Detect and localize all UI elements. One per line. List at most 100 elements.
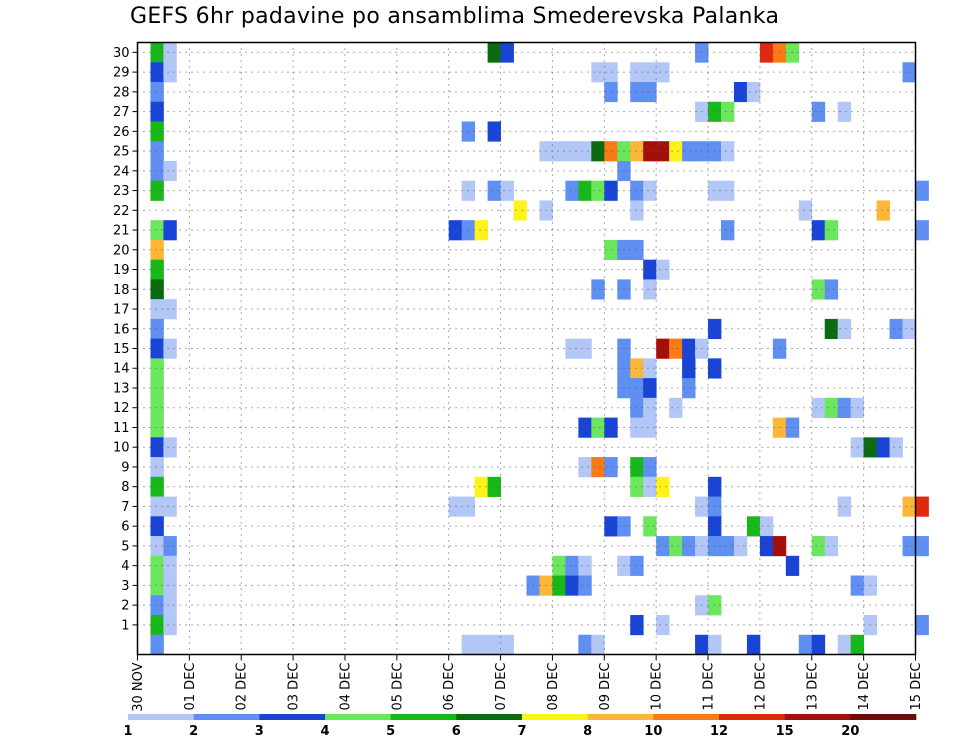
- heatmap-cell: [656, 476, 670, 497]
- colorbar-label: 2: [189, 724, 198, 739]
- heatmap-cell: [798, 200, 813, 221]
- heatmap-cell: [604, 62, 618, 83]
- heatmap-cell: [824, 536, 839, 557]
- y-tick-label: 18: [113, 283, 130, 298]
- heatmap-cell: [785, 42, 800, 63]
- heatmap-cell: [163, 575, 177, 596]
- x-tick-label: 03 DEC: [287, 663, 302, 711]
- y-tick-label: 23: [113, 184, 130, 199]
- x-tick-label: 15 DEC: [909, 663, 924, 711]
- heatmap-cell: [163, 220, 177, 241]
- heatmap-cell: [824, 397, 839, 418]
- colorbar-label: 4: [320, 724, 329, 739]
- colorbar-segment: [259, 714, 326, 720]
- heatmap-cell: [876, 437, 890, 458]
- heatmap-cell: [163, 615, 177, 636]
- x-tick-label: 12 DEC: [753, 663, 768, 711]
- heatmap-cell: [150, 42, 164, 63]
- heatmap-cell: [656, 338, 670, 359]
- heatmap-cell: [150, 160, 164, 182]
- heatmap-cell: [163, 299, 177, 320]
- x-tick-label: 04 DEC: [338, 663, 353, 711]
- heatmap-cell: [643, 81, 657, 103]
- heatmap-cell: [837, 496, 852, 517]
- heatmap-cell: [708, 101, 722, 122]
- heatmap-cell: [837, 101, 852, 122]
- heatmap-cell: [850, 634, 865, 655]
- heatmap-cell: [591, 62, 605, 83]
- heatmap-cell: [150, 81, 164, 103]
- heatmap-cell: [163, 536, 177, 557]
- y-tick-label: 22: [113, 204, 130, 219]
- heatmap-cell: [708, 634, 722, 655]
- heatmap-cell: [811, 634, 826, 655]
- heatmap-cell: [150, 378, 164, 399]
- heatmap-cell: [474, 220, 488, 241]
- heatmap-cell: [150, 121, 164, 142]
- colorbar-label: 10: [644, 724, 662, 739]
- heatmap-cell: [837, 397, 852, 418]
- heatmap-cell: [150, 259, 164, 280]
- y-tick-label: 30: [113, 46, 130, 61]
- heatmap-cell: [150, 555, 164, 576]
- heatmap-cell: [565, 338, 579, 359]
- heatmap-cell: [630, 358, 644, 379]
- heatmap-cell: [150, 575, 164, 596]
- colorbar-segment: [784, 714, 851, 720]
- heatmap-cell: [656, 536, 670, 557]
- heatmap-cell: [682, 141, 696, 162]
- heatmap-cell: [150, 338, 164, 359]
- heatmap-cell: [163, 338, 177, 359]
- heatmap-cell: [150, 358, 164, 379]
- grid-layer: [137, 42, 916, 655]
- heatmap-cell: [487, 476, 501, 497]
- heatmap-cell: [578, 555, 592, 576]
- heatmap-cell: [850, 575, 865, 596]
- y-tick-label: 10: [113, 441, 130, 456]
- y-tick-label: 12: [113, 401, 130, 416]
- heatmap-cell: [591, 457, 605, 478]
- heatmap-cell: [578, 338, 592, 359]
- colorbar-segment: [390, 714, 457, 720]
- heatmap-cell: [150, 141, 164, 162]
- heatmap-cell: [163, 555, 177, 576]
- heatmap-cell: [824, 279, 839, 300]
- heatmap-cell: [474, 476, 488, 497]
- heatmap-cell: [682, 536, 696, 557]
- y-tick-label: 16: [113, 322, 130, 337]
- heatmap-cell: [785, 555, 800, 576]
- heatmap-cell: [669, 338, 683, 359]
- heatmap-cell: [163, 595, 177, 616]
- y-axis: 1234567891011121314151617181920212223242…: [113, 46, 138, 633]
- heatmap-cell: [643, 417, 657, 438]
- heatmap-cell: [721, 101, 735, 122]
- heatmap-cell: [643, 279, 657, 300]
- heatmap-cell: [500, 634, 514, 655]
- heatmap-cell: [669, 141, 683, 162]
- heatmap-cell: [915, 615, 929, 636]
- heatmap-cell: [811, 536, 826, 557]
- colorbar-label: 3: [255, 724, 264, 739]
- y-tick-label: 28: [113, 85, 130, 100]
- heatmap-cell: [630, 555, 644, 576]
- heatmap-cell: [656, 259, 670, 280]
- heatmap-cell: [643, 358, 657, 379]
- y-tick-label: 13: [113, 381, 130, 396]
- heatmap-cell: [150, 516, 164, 537]
- heatmap-cell: [850, 397, 865, 418]
- heatmap-cell: [150, 634, 164, 655]
- heatmap-cell: [565, 575, 579, 596]
- heatmap-cell: [150, 397, 164, 418]
- heatmap-cell: [824, 318, 839, 340]
- heatmap-cell: [643, 180, 657, 201]
- heatmap-cell: [150, 318, 164, 340]
- heatmap-cell: [643, 378, 657, 399]
- colorbar-label: 15: [776, 724, 794, 739]
- heatmap-cell: [150, 615, 164, 636]
- heatmap-cell: [708, 595, 722, 616]
- chart-title: GEFS 6hr padavine po ansamblima Smederev…: [130, 4, 780, 29]
- x-tick-label: 14 DEC: [857, 663, 872, 711]
- colorbar-label: 12: [710, 724, 728, 739]
- heatmap-cell: [150, 180, 164, 201]
- heatmap-cell: [487, 121, 501, 142]
